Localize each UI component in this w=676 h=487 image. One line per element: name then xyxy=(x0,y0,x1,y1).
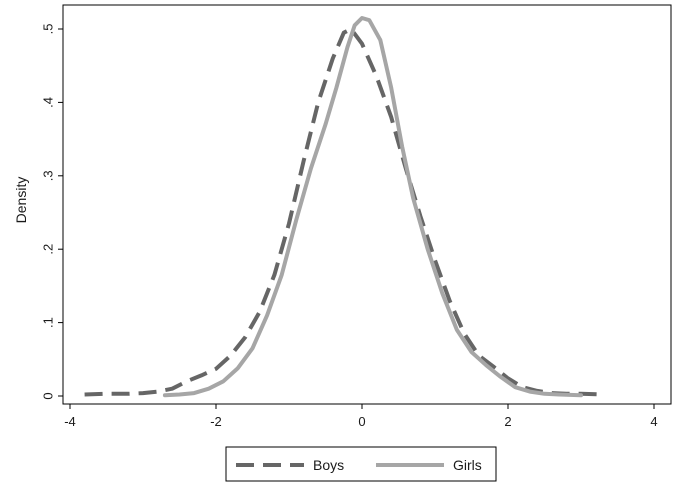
y-tick-label: .4 xyxy=(41,97,56,108)
series-layer xyxy=(84,16,603,398)
legend-label-boys: Boys xyxy=(313,457,344,473)
y-axis-title: Density xyxy=(13,177,29,224)
series-line-boys xyxy=(84,27,603,397)
x-tick-label: 0 xyxy=(358,414,365,429)
legend-label-girls: Girls xyxy=(453,457,482,473)
plot-frame xyxy=(62,4,672,405)
y-tick-label: .3 xyxy=(41,170,56,181)
y-tick-label: 0 xyxy=(41,392,56,399)
y-tick-label: .5 xyxy=(41,24,56,35)
y-axis-ticks: 0 .1 .2 .3 .4 .5 xyxy=(41,24,63,400)
x-tick-label: -2 xyxy=(210,414,222,429)
x-tick-label: 4 xyxy=(650,414,657,429)
x-axis-ticks: -4 -2 0 2 4 xyxy=(64,404,658,429)
y-tick-label: .1 xyxy=(41,317,56,328)
x-tick-label: 2 xyxy=(504,414,511,429)
y-tick-label: .2 xyxy=(41,244,56,255)
legend: Boys Girls xyxy=(236,457,482,473)
series-line-girls xyxy=(162,16,583,398)
x-tick-label: -4 xyxy=(64,414,76,429)
